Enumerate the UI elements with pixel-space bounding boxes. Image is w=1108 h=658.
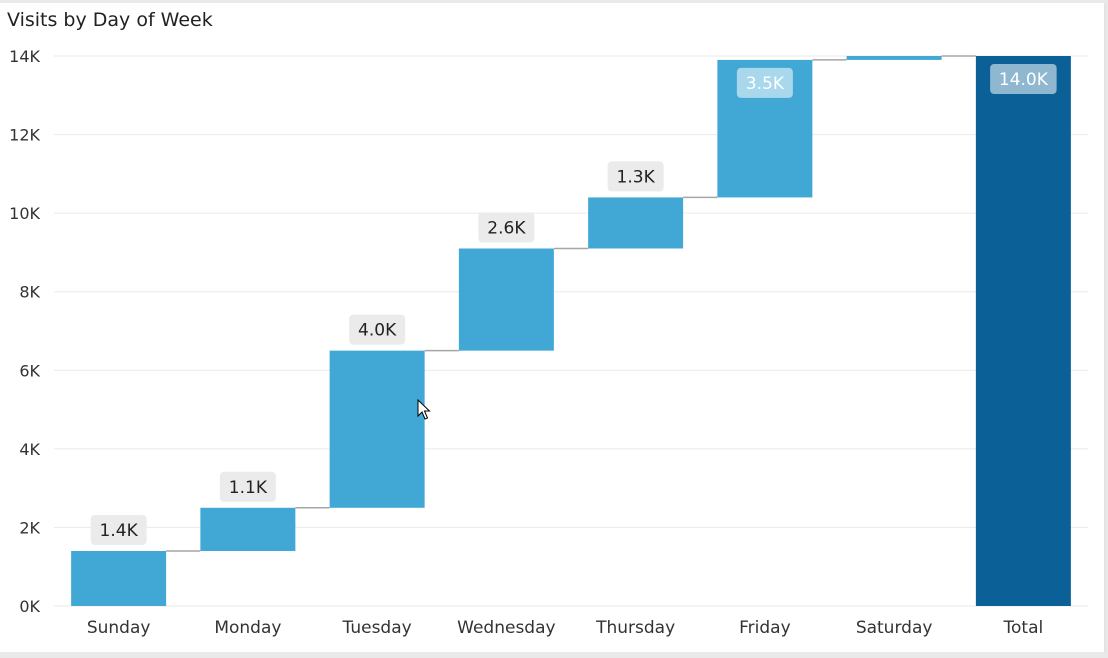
- y-tick-label: 2K: [19, 518, 40, 537]
- bar-monday: [200, 507, 296, 551]
- data-label: 4.0K: [358, 321, 397, 341]
- y-tick-label: 8K: [19, 283, 40, 302]
- data-label-background: [90, 515, 147, 545]
- data-label-background: [736, 67, 793, 98]
- y-tick-label: 10K: [9, 204, 40, 223]
- bar-thursday: [588, 197, 684, 249]
- y-axis: 0K 2K 4K 6K 8K 10K 12K 14K: [9, 47, 40, 616]
- x-category-label: Sunday: [87, 618, 151, 638]
- data-label-background: [349, 314, 406, 345]
- bar-total: [975, 56, 1071, 606]
- data-label-background: [990, 64, 1057, 94]
- waterfall-chart: 0K 2K 4K 6K 8K 10K 12K 14K 1.4K 1.1K 4.0K 2.6K 1.3K…: [9, 47, 1088, 638]
- y-tick-label: 0K: [19, 597, 40, 616]
- data-label: 14.0K: [999, 70, 1049, 90]
- data-label-background: [866, 64, 923, 94]
- bar-saturday: [846, 56, 942, 60]
- data-label: 1.1K: [229, 478, 268, 498]
- bars: [71, 56, 1071, 606]
- x-axis: Sunday Monday Tuesday Wednesday Thursday Frid…: [87, 618, 1043, 638]
- connectors: [166, 55, 976, 552]
- data-label: 1.3K: [617, 167, 656, 187]
- chart-title: Visits by Day of Week: [7, 9, 213, 31]
- y-tick-label: 6K: [19, 361, 40, 380]
- data-label-background: [607, 161, 664, 192]
- data-label-background: [478, 212, 535, 243]
- data-label: 1.4K: [100, 521, 139, 541]
- chart-container: Visits by Day of Week 0K 2K 4K 6K 8K 10K 12K 14…: [0, 3, 1106, 652]
- x-category-label: Total: [1003, 618, 1044, 638]
- x-category-label: Friday: [739, 618, 791, 638]
- bar-sunday: [71, 551, 167, 606]
- x-category-label: Monday: [214, 618, 281, 638]
- y-tick-label: 14K: [9, 47, 40, 66]
- data-label-background: [219, 471, 276, 502]
- y-tick-label: 12K: [9, 126, 40, 145]
- y-tick-label: 4K: [19, 440, 40, 459]
- x-category-label: Saturday: [856, 618, 933, 638]
- data-label: 2.6K: [487, 219, 526, 239]
- data-labels: 1.4K 1.1K 4.0K 2.6K 1.3K 3.5K 0.1K 14.0K: [90, 64, 1057, 545]
- bar-tuesday: [329, 350, 425, 508]
- data-label: 0.1K: [875, 70, 914, 90]
- x-category-label: Tuesday: [342, 618, 412, 638]
- data-label: 3.5K: [746, 74, 785, 94]
- mouse-cursor-icon: [417, 399, 431, 420]
- gridlines: [54, 55, 1088, 607]
- bar-wednesday: [458, 248, 554, 351]
- x-category-label: Wednesday: [457, 618, 555, 638]
- x-category-label: Thursday: [595, 618, 675, 638]
